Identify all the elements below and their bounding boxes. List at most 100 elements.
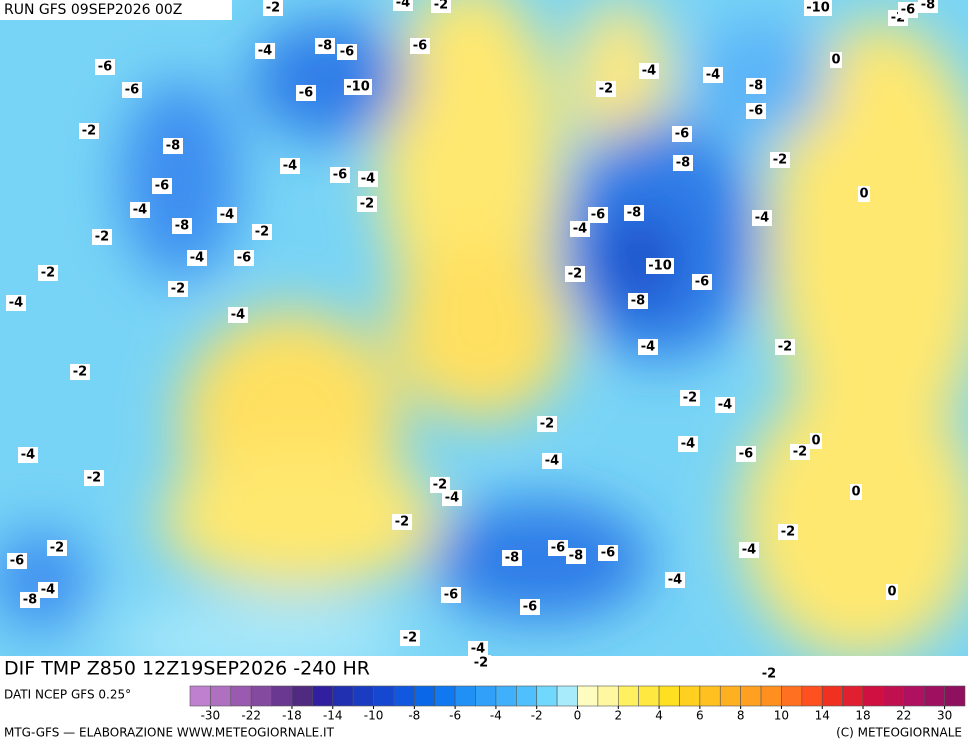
contour-label: -4 (190, 251, 204, 266)
colorbar-swatch (536, 685, 558, 707)
contour-label: -8 (505, 551, 519, 566)
contour-label: -8 (569, 549, 583, 564)
contour-label-box (358, 171, 378, 187)
contour-label-box (172, 218, 192, 234)
contour-label: -2 (793, 445, 807, 460)
contour-label: -8 (631, 294, 645, 309)
colorbar-swatch (414, 685, 436, 707)
contour-label: -4 (445, 491, 459, 506)
contour-label: -6 (237, 251, 251, 266)
contour-label-box (20, 592, 40, 608)
colorbar-swatch (944, 685, 966, 707)
contour-label-box (542, 453, 562, 469)
contour-label: -6 (155, 179, 169, 194)
contour-label-box (596, 81, 616, 97)
colorbar-swatch (210, 685, 232, 707)
colorbar-swatch (597, 685, 619, 707)
contour-label-box (130, 202, 150, 218)
colorbar-tick-label: 22 (896, 709, 911, 723)
contour-label: -10 (806, 1, 830, 16)
colorbar-swatch (821, 685, 843, 707)
contour-label-box (639, 63, 659, 79)
contour-label: -4 (133, 203, 147, 218)
contour-label-box (646, 258, 674, 274)
colorbar-tick-label: 0 (574, 709, 582, 723)
credit: MTG-GFS — ELABORAZIONE WWW.METEOGIORNALE… (4, 726, 335, 740)
contour-label-box (430, 477, 450, 493)
contour-label-box (471, 655, 491, 671)
contour-label: -2 (781, 525, 795, 540)
colorbar-swatch (556, 685, 578, 707)
colorbar-swatch (230, 685, 252, 707)
contour-label-box (92, 229, 112, 245)
contour-label-box (680, 390, 700, 406)
contour-label-box (858, 186, 870, 202)
contour-label-box (548, 540, 568, 556)
contour-label-box (736, 446, 756, 462)
contour-label-box (7, 553, 27, 569)
contour-label: -4 (641, 340, 655, 355)
contour-label: -4 (258, 44, 272, 59)
contour-label: 0 (831, 53, 840, 68)
contour-label-box (715, 397, 735, 413)
colorbar-swatch (617, 685, 639, 707)
colorbar-swatch (271, 685, 293, 707)
contour-labels: -2-4-2-10-2-6-8-6-4-8-6-6-6-6-10-4-4-80-… (6, 0, 938, 682)
contour-label-box (18, 447, 38, 463)
contour-label: -2 (87, 471, 101, 486)
colorbar-swatch (842, 685, 864, 707)
colorbar-tick-label: -8 (408, 709, 420, 723)
colorbar-swatch (373, 685, 395, 707)
colorbar-tick-label: 8 (737, 709, 745, 723)
contour-label-box (752, 210, 772, 226)
contour-label-box (84, 470, 104, 486)
contour-label-box (330, 167, 350, 183)
contour-label-box (38, 582, 58, 598)
contour-label: -6 (444, 588, 458, 603)
contour-label: -2 (773, 153, 787, 168)
colorbar-tick-label: -4 (490, 709, 502, 723)
contour-label-box (672, 126, 692, 142)
contour-label-box (442, 490, 462, 506)
contour-label: -2 (683, 391, 697, 406)
colorbar-swatch (516, 685, 538, 707)
contour-label: -6 (523, 600, 537, 615)
contour-label: -6 (675, 127, 689, 142)
colorbar-tick-label: -14 (323, 709, 343, 723)
contour-label-box (47, 540, 67, 556)
colorbar-swatch (719, 685, 741, 707)
contour-label-box (252, 224, 272, 240)
contour-label-box (770, 152, 790, 168)
contour-label-box (918, 0, 938, 13)
contour-label: -2 (41, 266, 55, 281)
colorbar-swatch (801, 685, 823, 707)
colorbar-swatch (189, 685, 211, 707)
contour-label: -8 (175, 219, 189, 234)
run-label: RUN GFS 09SEP2026 00Z (4, 2, 182, 18)
contour-label-box (565, 266, 585, 282)
map-field (0, 0, 968, 656)
contour-label: -6 (125, 83, 139, 98)
contour-label-box (228, 307, 248, 323)
contour-label-box (566, 548, 586, 564)
colorbar-swatch (760, 685, 782, 707)
contour-label-box (739, 542, 759, 558)
contour-label: 0 (811, 434, 820, 449)
colorbar-swatch (781, 685, 803, 707)
contour-label: -6 (591, 208, 605, 223)
contour-label-box (95, 59, 115, 75)
contour-label: -4 (361, 172, 375, 187)
colorbar-swatch (658, 685, 680, 707)
contour-label-box (344, 79, 372, 95)
contour-label: -8 (627, 206, 641, 221)
map-title: DIF TMP Z850 12Z19SEP2026 -240 HR (4, 658, 370, 680)
contour-label-box (263, 0, 283, 16)
contour-label-box (357, 196, 377, 212)
colorbar-swatch (679, 685, 701, 707)
colorbar-swatch (454, 685, 476, 707)
contour-label-box (598, 545, 618, 561)
contour-label: -4 (681, 437, 695, 452)
contour-label-box (746, 78, 766, 94)
contour-label: -8 (676, 156, 690, 171)
